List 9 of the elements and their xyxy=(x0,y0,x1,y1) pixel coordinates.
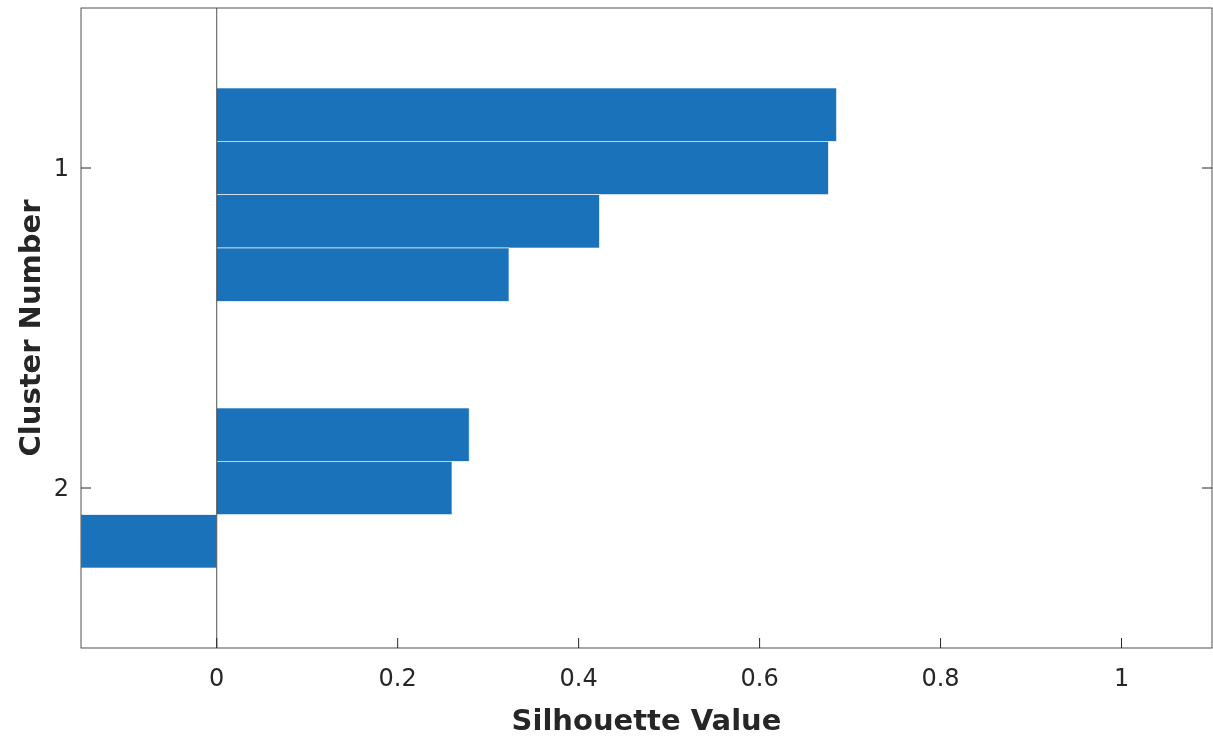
x-tick-label: 0 xyxy=(209,664,225,692)
x-axis-title: Silhouette Value xyxy=(511,703,782,737)
x-tick-label: 0.8 xyxy=(921,664,960,692)
y-axis-title: Cluster Number xyxy=(13,198,47,457)
y-tick-label: 2 xyxy=(53,474,69,503)
x-tick-label: 0.4 xyxy=(559,664,598,692)
x-tick-label: 0.2 xyxy=(378,664,417,692)
x-tick-label: 1 xyxy=(1113,664,1130,692)
x-tick-label: 0.6 xyxy=(740,664,779,692)
